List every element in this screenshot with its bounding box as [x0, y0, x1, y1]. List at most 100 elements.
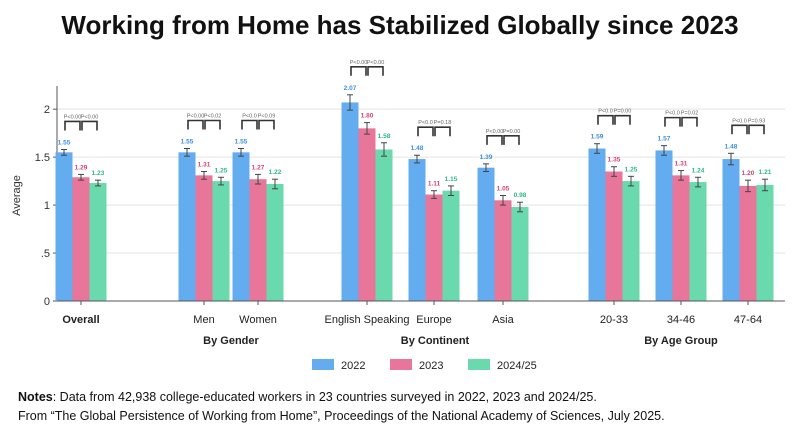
- bar: [689, 182, 707, 301]
- data-label: 1.20: [742, 170, 755, 177]
- data-label: 1.15: [445, 176, 458, 183]
- significance-bracket: [417, 126, 434, 137]
- p-value-label: P<0.02: [204, 114, 222, 120]
- bar: [622, 181, 640, 301]
- p-value-label: P=0.93: [748, 118, 766, 124]
- significance-bracket: [367, 65, 384, 76]
- y-tick-label: 0: [44, 296, 50, 308]
- significance-bracket: [664, 116, 681, 127]
- data-label: 1.27: [252, 164, 265, 171]
- legend-swatch: [468, 359, 490, 370]
- p-value-label: P<0.00: [64, 114, 82, 120]
- significance-bracket: [614, 114, 631, 125]
- bar: [195, 175, 213, 301]
- significance-bracket: [748, 124, 765, 135]
- bar: [266, 183, 284, 301]
- data-label: 1.21: [759, 169, 772, 176]
- chart-title: Working from Home has Stabilized Globall…: [61, 10, 739, 40]
- legend-label: 2024/25: [497, 360, 537, 372]
- data-label: 1.11: [428, 181, 441, 188]
- data-label: 1.05: [497, 186, 510, 193]
- data-label: 1.24: [692, 167, 705, 174]
- data-label: 1.55: [235, 139, 248, 146]
- y-tick-label: 1: [44, 200, 50, 212]
- x-tick-label: English Speaking: [324, 314, 409, 326]
- data-label: 1.29: [75, 164, 88, 171]
- x-tick-label: Overall: [62, 314, 99, 326]
- bar: [178, 152, 196, 301]
- significance-bracket: [350, 65, 367, 76]
- p-value-label: P<0.00: [486, 129, 504, 135]
- x-tick-label: 34-46: [667, 314, 695, 326]
- data-label: 1.35: [608, 157, 621, 164]
- x-tick-label: 47-64: [734, 314, 762, 326]
- bar: [494, 200, 512, 301]
- significance-bracket: [64, 120, 81, 131]
- data-label: 1.48: [725, 143, 738, 150]
- data-label: 1.25: [625, 166, 638, 173]
- data-label: 1.23: [92, 170, 105, 177]
- data-label: 1.25: [215, 167, 228, 174]
- significance-bracket: [486, 135, 503, 145]
- significance-bracket: [241, 119, 258, 130]
- category-header: By Continent: [401, 335, 470, 347]
- notes-line-2: From “The Global Persistence of Working …: [18, 409, 665, 423]
- x-tick-label: Women: [239, 314, 277, 326]
- notes-text-1: : Data from 42,938 college-educated work…: [52, 390, 597, 404]
- notes-label: Notes: [18, 390, 53, 404]
- notes: Notes: Data from 42,938 college-educated…: [18, 388, 665, 426]
- bar: [477, 167, 495, 301]
- significance-bracket: [434, 126, 451, 137]
- p-value-label: P=0.18: [434, 120, 452, 126]
- significance-bracket: [258, 119, 275, 130]
- significance-bracket: [597, 114, 614, 125]
- legend-label: 2022: [341, 360, 365, 372]
- bar: [442, 190, 460, 301]
- p-value-label: P<0.00: [350, 60, 368, 66]
- bar: [605, 171, 623, 301]
- p-value-label: P<0.0: [598, 109, 613, 115]
- p-value-label: P<0.0: [242, 114, 257, 120]
- bar: [72, 177, 90, 301]
- significance-bracket: [731, 124, 748, 135]
- p-value-label: P<0.0: [732, 118, 747, 124]
- p-value-label: P=0.02: [681, 111, 699, 117]
- p-value-label: P<0.09: [258, 114, 276, 120]
- bar: [588, 148, 606, 301]
- bar: [89, 183, 107, 301]
- significance-bracket: [204, 119, 221, 130]
- bar: [408, 159, 426, 301]
- category-header: By Age Group: [644, 335, 718, 347]
- data-label: 1.59: [591, 134, 604, 141]
- p-value-label: P<0.00: [81, 114, 99, 120]
- significance-bracket: [681, 116, 698, 127]
- p-value-label: P=0.00: [614, 109, 632, 115]
- bar: [739, 185, 757, 301]
- bar: [722, 159, 740, 301]
- bar: [511, 207, 529, 301]
- p-value-label: P<0.0: [665, 111, 680, 117]
- category-header: By Gender: [203, 335, 259, 347]
- y-tick-label: 2: [44, 104, 50, 116]
- legend-label: 2023: [419, 360, 443, 372]
- significance-bracket: [81, 120, 98, 131]
- notes-line-1: Notes: Data from 42,938 college-educated…: [18, 388, 665, 407]
- bar: [55, 152, 73, 301]
- significance-bracket: [187, 119, 204, 130]
- data-label: 2.07: [344, 85, 357, 92]
- y-axis-label: Average: [11, 175, 23, 216]
- p-value-label: P<0.0: [418, 120, 433, 126]
- data-label: 1.58: [378, 133, 391, 140]
- data-label: 1.22: [269, 169, 282, 176]
- bar: [358, 128, 376, 301]
- bar: [249, 179, 267, 301]
- bar: [655, 150, 673, 301]
- bar: [375, 149, 393, 301]
- data-label: 1.48: [411, 145, 424, 152]
- data-label: 0.98: [514, 192, 527, 199]
- bar: [756, 184, 774, 301]
- y-tick-label: 1.5: [35, 152, 50, 164]
- data-label: 1.55: [181, 139, 194, 146]
- bar: [425, 194, 443, 301]
